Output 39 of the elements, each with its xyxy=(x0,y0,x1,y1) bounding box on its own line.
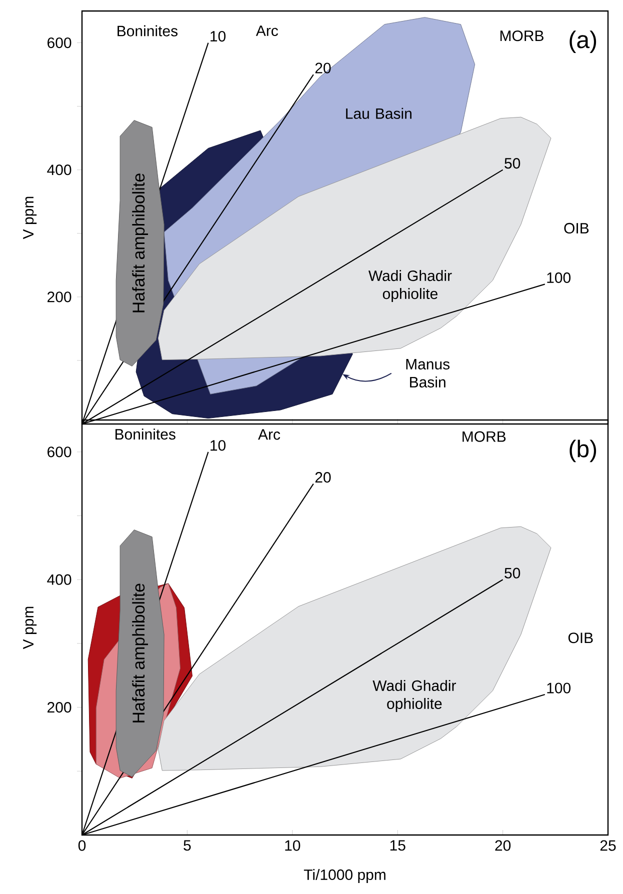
y-tick-label: 200 xyxy=(48,292,72,302)
x-axis-title: Ti/1000 ppm xyxy=(304,869,386,883)
annotation: Boninites xyxy=(118,25,178,36)
annotation: OIB xyxy=(568,632,593,644)
x-tick-label: 20 xyxy=(495,840,511,851)
series-label: 50 xyxy=(504,568,520,578)
y-tick-label: 600 xyxy=(48,446,72,458)
x-tick-label: 5 xyxy=(184,840,191,851)
annotation: MORB xyxy=(500,30,544,42)
annotation: Boninites xyxy=(115,428,176,440)
series-label: 100 xyxy=(547,682,571,694)
series-label: 20 xyxy=(315,472,331,483)
y-tick-label: 400 xyxy=(47,574,72,585)
x-tick-label: 10 xyxy=(285,840,300,851)
y-axis-title: V ppm xyxy=(23,606,37,650)
y-axis-title: V ppm xyxy=(23,196,37,240)
y-tick-label: 200 xyxy=(48,702,72,713)
annotation: Lau Basin xyxy=(346,108,412,119)
annotation: Wadi Ghadir ophiolite xyxy=(372,680,456,712)
y-tick-label: 600 xyxy=(48,37,72,48)
series-label: Hafafit amphibolite xyxy=(132,584,148,722)
legend-label: Manus Basin xyxy=(406,359,450,388)
x-tick-label: 0 xyxy=(78,840,86,851)
annotation: Wadi Ghadir ophiolite xyxy=(368,270,452,302)
annotation: Arc xyxy=(258,429,280,440)
x-tick-label: 15 xyxy=(390,840,406,851)
series-label: 50 xyxy=(504,158,520,169)
series-label: 10 xyxy=(210,440,226,451)
annotation: OIB xyxy=(564,222,589,234)
series-label: Hafafit amphibolite xyxy=(132,174,148,312)
y-tick-label: 400 xyxy=(47,164,72,176)
annotation: MORB xyxy=(462,431,506,442)
annotation: Arc xyxy=(256,26,278,36)
series-label: 100 xyxy=(547,272,571,284)
x-tick-label: 25 xyxy=(600,840,616,851)
text: (b) xyxy=(570,440,596,462)
text: (a) xyxy=(570,30,596,54)
series-label: 10 xyxy=(210,30,226,42)
series-label: 20 xyxy=(315,62,331,74)
